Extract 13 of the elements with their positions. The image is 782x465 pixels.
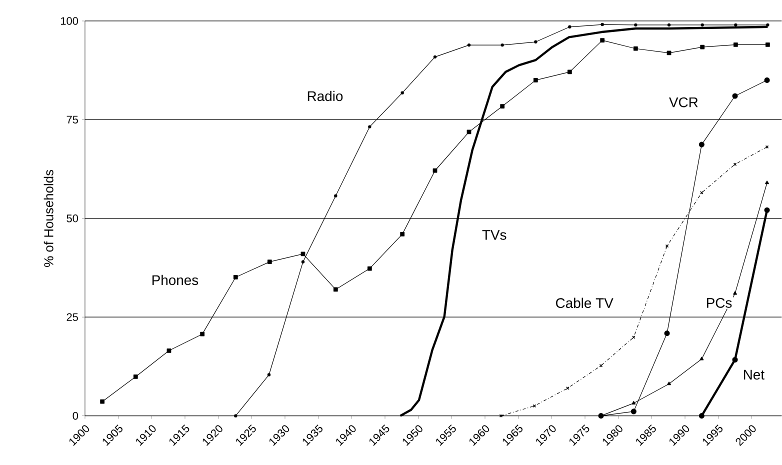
- y-tick-label: 0: [72, 412, 78, 420]
- y-tick-label: 100: [61, 17, 78, 25]
- y-tick-label: 50: [66, 214, 78, 222]
- text: Phones: [152, 274, 198, 286]
- series-label: TVs: [482, 230, 506, 240]
- series-label: PCs: [706, 298, 732, 308]
- text: Cable TV: [556, 298, 614, 308]
- y-axis-title: % of Households: [44, 170, 54, 267]
- y-tick-label: 25: [66, 313, 78, 322]
- series-label: Net: [744, 370, 764, 380]
- text: Radio: [308, 90, 343, 102]
- y-tick-label: 75: [66, 116, 78, 124]
- series-label: VCR: [669, 97, 698, 108]
